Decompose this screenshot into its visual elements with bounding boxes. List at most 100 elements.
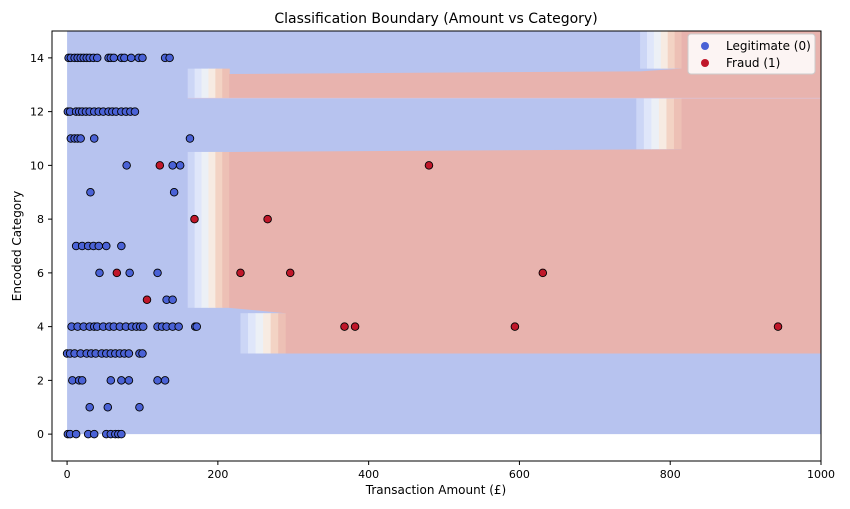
point-legitimate (138, 349, 147, 358)
point-legitimate (168, 161, 177, 170)
point-legitimate (117, 429, 126, 439)
point-legitimate (71, 429, 81, 439)
boundary-band-top-right-2 (653, 31, 662, 69)
point-legitimate (85, 403, 94, 412)
point-legitimate (192, 322, 202, 331)
point-legitimate (135, 403, 144, 412)
boundary-band-top-0 (187, 68, 196, 99)
point-fraud (350, 322, 360, 331)
point-fraud (142, 295, 152, 305)
y-tick-label: 4 (37, 321, 44, 334)
point-legitimate (102, 241, 111, 251)
point-legitimate (77, 376, 87, 385)
boundary-band-lower-3 (263, 313, 272, 354)
point-legitimate (138, 322, 148, 331)
legend-label-legitimate: Legitimate (0) (726, 39, 811, 53)
point-legitimate (126, 53, 136, 63)
point-legitimate (125, 268, 134, 278)
x-tick-label: 200 (207, 468, 228, 481)
data-points (62, 53, 783, 439)
point-fraud (263, 214, 272, 224)
point-legitimate (160, 376, 170, 385)
boundary-band-right-2 (651, 98, 660, 150)
point-legitimate (89, 134, 99, 143)
point-legitimate (168, 295, 177, 305)
boundary-band-lower-4 (270, 313, 279, 354)
point-fraud (773, 322, 783, 331)
boundary-band-top-2 (201, 68, 210, 99)
boundary-band-middle-3 (208, 151, 216, 308)
point-fraud (285, 268, 295, 278)
point-legitimate (153, 376, 162, 385)
boundary-band-top-3 (208, 68, 216, 99)
boundary-band-right-5 (673, 98, 683, 150)
point-legitimate (169, 187, 179, 197)
point-legitimate (165, 53, 174, 63)
point-fraud (538, 268, 548, 278)
region-fraud-main (229, 98, 821, 354)
boundary-band-lower-2 (255, 313, 264, 354)
plot-area (51, 30, 822, 462)
x-tick-label: 400 (358, 468, 379, 481)
boundary-band-right-4 (666, 98, 675, 150)
legend-label-fraud: Fraud (1) (726, 56, 780, 70)
point-fraud (340, 322, 349, 331)
x-axis-ticks: 0 200 400 600 800 1000 (64, 461, 835, 481)
x-tick-label: 0 (64, 468, 71, 481)
point-legitimate (122, 161, 131, 170)
y-tick-label: 14 (30, 52, 44, 65)
boundary-band-middle-4 (215, 151, 223, 308)
boundary-band-top-right-5 (674, 31, 683, 69)
y-tick-label: 2 (37, 374, 44, 387)
y-tick-label: 6 (37, 267, 44, 280)
point-fraud (190, 214, 199, 224)
legend-marker-legitimate (701, 42, 709, 50)
y-tick-label: 8 (37, 213, 44, 226)
boundary-band-right-1 (643, 98, 652, 150)
plot-frame (51, 30, 822, 462)
x-tick-label: 1000 (807, 468, 835, 481)
boundary-band-right-0 (636, 98, 645, 150)
y-tick-label: 12 (30, 106, 44, 119)
boundary-band-lower-5 (278, 313, 287, 354)
point-legitimate (86, 187, 95, 197)
point-fraud (510, 322, 520, 331)
boundary-band-top-1 (194, 68, 203, 99)
boundary-band-lower-0 (240, 313, 249, 354)
x-axis-label: Transaction Amount (£) (365, 483, 506, 497)
boundary-band-right-3 (658, 98, 668, 150)
point-legitimate (174, 322, 183, 331)
boundary-band-middle-5 (222, 151, 230, 308)
boundary-band-middle-2 (201, 151, 210, 308)
x-tick-label: 600 (509, 468, 530, 481)
point-legitimate (138, 53, 147, 63)
point-legitimate (95, 268, 104, 278)
y-tick-label: 10 (30, 159, 44, 172)
point-fraud (236, 268, 245, 278)
point-legitimate (185, 134, 195, 143)
y-tick-label: 0 (37, 428, 44, 441)
boundary-band-top-right-4 (667, 31, 676, 69)
point-legitimate (76, 134, 85, 143)
x-tick-label: 800 (660, 468, 681, 481)
legend: Legitimate (0) Fraud (1) (687, 33, 816, 75)
region-fraud-top (229, 31, 821, 99)
y-axis-ticks: 0 2 4 6 8 10 12 14 (30, 52, 52, 441)
point-fraud (155, 161, 165, 170)
boundary-band-middle-0 (187, 151, 196, 308)
legend-box (687, 33, 816, 75)
boundary-band-top-right-0 (640, 31, 648, 69)
point-legitimate (175, 161, 185, 170)
point-fraud (112, 268, 122, 278)
point-legitimate (117, 376, 126, 385)
point-legitimate (124, 376, 134, 385)
point-legitimate (130, 107, 140, 116)
point-legitimate (109, 53, 119, 63)
point-legitimate (103, 403, 113, 412)
point-legitimate (153, 268, 162, 278)
point-legitimate (117, 241, 126, 251)
point-legitimate (89, 429, 99, 439)
boundary-band-middle-1 (194, 151, 203, 308)
y-axis-label: Encoded Category (10, 191, 24, 301)
